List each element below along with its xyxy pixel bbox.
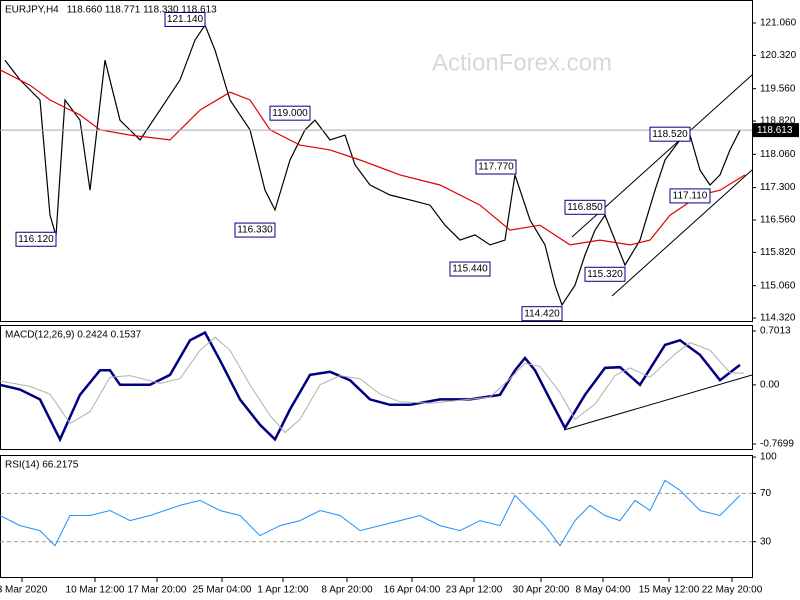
x-tick-label: 15 May 12:00 [639,585,700,596]
last-price-label: 118.613 [757,125,793,136]
x-tick-label: 30 Apr 20:00 [513,585,570,596]
annotation-label: 117.110 [673,191,708,202]
last-price-box [753,123,799,138]
annotation-box [584,266,626,282]
y-tick-label: 119.560 [760,83,796,94]
y-tick-label: 0.00 [760,379,780,390]
y-tick-label: 70 [760,488,772,499]
y-tick-label: 30 [760,536,772,547]
panel-title: MACD(12,26,9) 0.2424 0.1537 [5,330,142,341]
x-tick-label: 1 Apr 12:00 [257,585,309,596]
x-tick-label: 16 Apr 04:00 [384,585,441,596]
annotation-box [164,11,206,27]
macd-trendline [563,374,753,431]
y-tick-label: 100 [760,452,777,463]
annotation-label: 114.420 [524,308,560,319]
annotation-box [564,199,606,215]
watermark: ActionForex.com [432,49,612,76]
annotation-label: 115.440 [452,264,488,275]
y-tick-label: 121.060 [760,18,797,29]
series-line [0,479,741,547]
y-tick-label: 115.820 [760,247,796,258]
series-line [4,23,741,307]
annotation-label: 121.140 [167,14,204,25]
x-tick-label: 3 Mar 2020 [0,585,48,596]
x-tick-label: 23 Apr 12:00 [446,585,503,596]
y-tick-label: 118.060 [760,149,796,160]
annotation-label: 119.000 [272,108,308,119]
annotation-box [521,306,563,322]
annotation-box [475,159,517,175]
y-tick-label: 0.7013 [760,326,791,337]
rsi-panel [0,455,753,578]
y-tick-label: 118.820 [760,116,796,127]
x-tick-label: 8 May 04:00 [575,585,630,596]
series-line [0,69,746,246]
annotation-label: 118.520 [652,129,688,140]
x-tick-label: 10 Mar 12:00 [66,585,125,596]
channel-lower [611,169,753,297]
y-tick-label: 114.320 [760,313,796,324]
price-panel [0,0,753,322]
y-tick-label: 116.560 [760,215,796,226]
x-tick-label: 22 May 20:00 [702,585,763,596]
x-tick-label: 17 Mar 20:00 [128,585,187,596]
y-tick-label: -0.7699 [760,439,794,450]
annotation-box [449,261,491,277]
y-tick-label: 117.300 [760,182,796,193]
plot-layer: ActionForex.com EURJPY,H4 118.660 118.771 … [0,5,799,596]
macd-panel [0,325,753,450]
y-tick-label: 120.320 [760,50,797,61]
x-tick-label: 25 Mar 04:00 [193,585,252,596]
annotation-label: 115.320 [587,269,623,280]
annotation-box [269,105,311,121]
x-tick-label: 8 Apr 20:00 [321,585,373,596]
annotation-box [649,126,691,142]
panel-subtitle: 118.660 118.771 118.330 118.613 [67,5,217,16]
annotation-label: 116.330 [237,225,273,236]
annotation-box [234,222,276,238]
series-line [0,336,745,434]
annotation-label: 116.120 [18,234,54,245]
annotation-label: 117.770 [478,162,514,173]
annotation-box [15,231,57,247]
y-tick-label: 115.060 [760,280,796,291]
series-line [0,330,741,443]
annotation-label: 116.850 [567,202,603,213]
panel-title: EURJPY,H4 [5,5,59,16]
annotation-box [669,188,711,204]
panel-title: RSI(14) 66.2175 [5,460,79,471]
